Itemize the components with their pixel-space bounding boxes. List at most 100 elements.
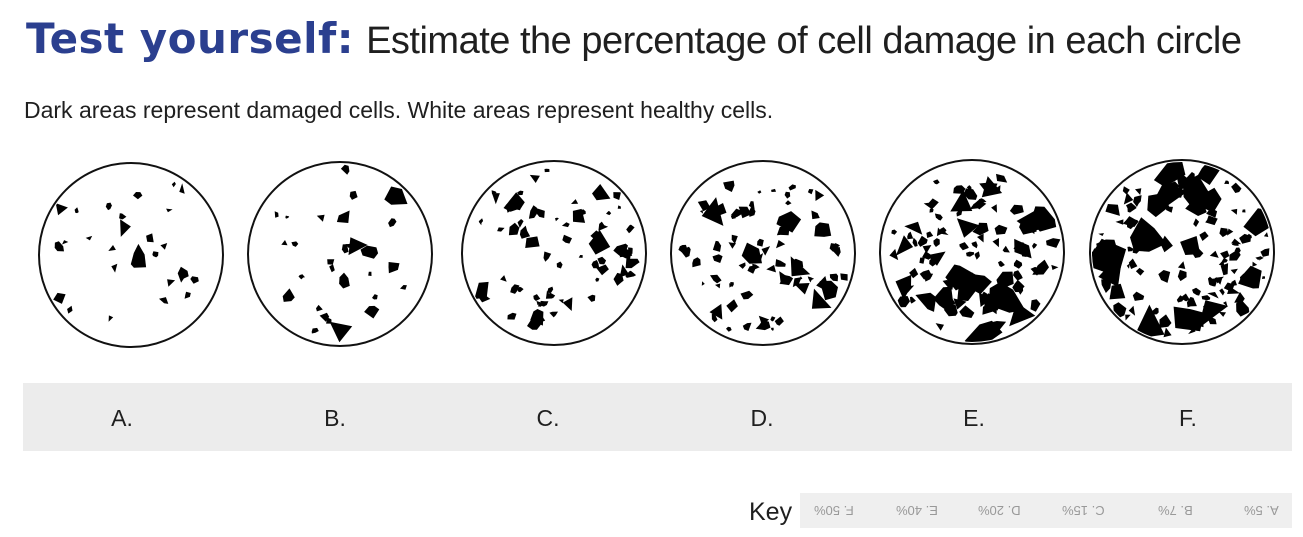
damage-fragment	[1229, 249, 1241, 261]
damage-fragment	[67, 305, 73, 314]
damage-fragment	[274, 211, 279, 218]
damage-fragment	[1192, 287, 1201, 296]
damage-fragment	[978, 198, 987, 203]
damage-fragment	[971, 241, 978, 249]
damage-fragment	[1123, 192, 1134, 205]
damage-fragment	[53, 292, 66, 304]
circle-a	[38, 162, 224, 348]
damage-fragment	[933, 238, 940, 247]
circle-outline	[38, 162, 224, 348]
damage-fragment	[728, 242, 736, 249]
damage-fragment	[959, 305, 975, 318]
key-label: Key	[749, 498, 793, 526]
damage-fragment	[1160, 235, 1173, 253]
damage-fragment	[1238, 265, 1262, 289]
circle-c	[461, 160, 647, 346]
damage-fragment	[934, 213, 943, 221]
damage-fragment	[940, 228, 949, 236]
damage-fragment	[730, 208, 745, 218]
key-answer-d: D. 20%	[978, 503, 1021, 518]
damage-fragment	[55, 203, 68, 216]
damage-fragment	[316, 304, 323, 312]
damage-fragment	[613, 192, 621, 200]
damage-fragment	[1135, 267, 1145, 276]
damage-fragment	[625, 270, 637, 278]
damage-fragments-f	[1092, 162, 1272, 340]
damage-fragment	[327, 259, 335, 265]
damage-fragment	[954, 197, 970, 213]
damage-fragment	[1239, 233, 1251, 244]
damage-fragment	[1002, 245, 1010, 253]
damage-fragment	[146, 233, 154, 243]
damage-fragment	[771, 188, 776, 192]
damage-fragment	[1159, 314, 1172, 328]
damage-fragment	[712, 240, 722, 252]
damage-fragment	[587, 294, 596, 302]
damage-fragment	[974, 251, 980, 260]
damage-fragment	[996, 271, 1014, 290]
damage-fragment	[1009, 302, 1036, 327]
damage-fragment	[738, 262, 746, 269]
damage-fragment	[1201, 187, 1222, 213]
damage-fragment	[1219, 227, 1229, 238]
key-answer-c: C. 15%	[1062, 503, 1105, 518]
damage-fragment	[105, 202, 112, 211]
damage-fragment	[959, 242, 969, 251]
labels-band: A. B. C. D. E. F.	[23, 383, 1292, 451]
damage-fragment	[1201, 295, 1211, 301]
damage-fragment	[1012, 279, 1025, 293]
damage-fragment	[1191, 247, 1204, 258]
damage-fragment	[1176, 295, 1184, 303]
circle-outline	[461, 160, 647, 346]
damage-fragment	[740, 290, 754, 300]
label-b: B.	[324, 405, 346, 431]
damage-fragment	[1113, 249, 1121, 254]
damage-fragment	[979, 292, 991, 307]
damage-fragment	[752, 263, 760, 270]
damage-fragment	[1252, 261, 1258, 267]
damage-fragment	[561, 222, 570, 228]
damage-fragment	[1242, 209, 1246, 213]
damage-fragment	[738, 206, 752, 219]
damage-fragment	[1126, 263, 1130, 269]
damage-fragment	[776, 211, 802, 233]
damage-fragment	[617, 205, 621, 209]
damage-fragment	[1223, 301, 1228, 307]
damage-fragment	[784, 191, 791, 199]
damage-fragment	[108, 315, 114, 322]
damage-fragment	[133, 192, 143, 200]
damage-fragment	[1255, 256, 1262, 261]
damage-fragment	[108, 245, 116, 251]
damage-fragment	[1203, 305, 1211, 313]
damage-fragment	[1193, 218, 1200, 227]
damage-fragment	[1227, 228, 1234, 236]
damage-fragment	[1220, 250, 1230, 259]
damage-fragment	[981, 176, 1003, 198]
label-c: C.	[536, 405, 560, 431]
damage-fragment	[1128, 258, 1138, 269]
damage-fragment	[731, 234, 738, 245]
damage-fragment	[1260, 248, 1270, 257]
damage-fragment	[697, 200, 711, 212]
damage-fragment	[491, 193, 500, 205]
damage-fragment	[130, 243, 147, 268]
damage-fragment	[1214, 276, 1224, 284]
damage-fragment	[1127, 208, 1132, 213]
damage-fragment	[1218, 311, 1226, 317]
damage-fragment	[534, 208, 545, 218]
damage-fragment	[1031, 206, 1057, 232]
damage-fragment	[517, 286, 524, 293]
damage-fragment	[1237, 300, 1243, 307]
damage-fragment	[349, 190, 358, 200]
damage-fragment	[384, 186, 408, 205]
damage-fragment	[819, 280, 838, 301]
circle-outline	[879, 159, 1065, 345]
damage-fragment	[1046, 238, 1061, 248]
damage-fragment	[291, 241, 299, 247]
key-answer-b: B. 7%	[1158, 503, 1193, 518]
damage-fragment	[1030, 299, 1041, 312]
damage-fragment	[897, 296, 910, 308]
damage-fragment	[525, 236, 540, 248]
damage-fragment	[977, 279, 985, 288]
damage-fragment	[835, 242, 840, 250]
